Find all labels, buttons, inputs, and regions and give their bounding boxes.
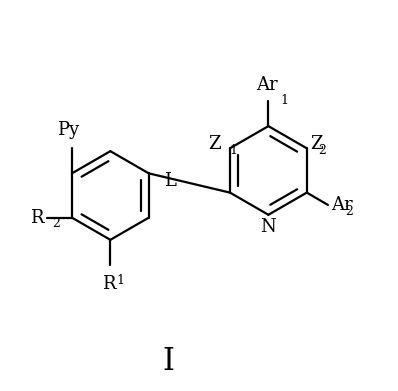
Text: 1: 1: [229, 144, 237, 157]
Text: 2: 2: [318, 144, 326, 157]
Text: I: I: [162, 346, 174, 377]
Text: 2: 2: [52, 217, 60, 230]
Text: R: R: [30, 209, 44, 227]
Text: Py: Py: [57, 121, 79, 139]
Text: Z: Z: [209, 135, 221, 153]
Text: 2: 2: [345, 204, 353, 218]
Text: Ar: Ar: [331, 196, 353, 214]
Text: N: N: [261, 218, 276, 236]
Text: R: R: [101, 274, 115, 292]
Text: Ar: Ar: [256, 76, 277, 94]
Text: L: L: [164, 172, 176, 190]
Text: 1: 1: [117, 274, 125, 287]
Text: Z: Z: [310, 135, 322, 153]
Text: 1: 1: [281, 94, 289, 107]
